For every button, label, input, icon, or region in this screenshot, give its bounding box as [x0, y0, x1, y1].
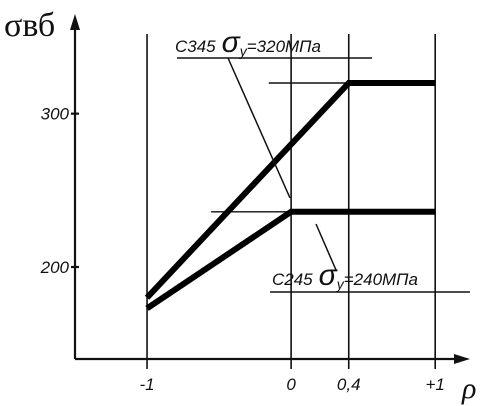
- series-annotation-c345-symbol: σ: [222, 26, 242, 59]
- x-tick-label-1: 0: [286, 375, 296, 394]
- x-tick-label-0: -1: [139, 375, 154, 394]
- series-annotation-c245-prefix: С245: [272, 270, 313, 289]
- series-annotation-c245-value: =240МПа: [344, 270, 418, 289]
- y-tick-label-1: 200: [40, 258, 70, 277]
- series-annotation-c345: С345 σy=320МПа: [175, 26, 372, 199]
- y-axis-arrow: [70, 14, 80, 30]
- series-layer: [144, 80, 436, 311]
- y-axis-title: σвб: [4, 7, 55, 44]
- series-annotation-c245-leader: [315, 223, 337, 271]
- x-axis-arrow: [454, 354, 470, 364]
- x-tick-label-2: 0,4: [337, 375, 361, 394]
- series-line-с245: [145, 208, 436, 311]
- x-axis-title: ρ: [461, 372, 476, 405]
- series-annotation-c245-symbol: σ: [319, 259, 339, 292]
- series-annotation-c345-value: =320МПа: [247, 37, 321, 56]
- x-tick-label-3: +1: [425, 375, 444, 394]
- grid-layer: [146, 34, 436, 369]
- y-tick-label-0: 300: [41, 105, 70, 124]
- series-annotation-c345-leader: [227, 57, 291, 199]
- tick-layer: -1 0 0,4 +1 300 200: [40, 105, 445, 394]
- series-annotation-c345-subscript: y: [239, 43, 248, 59]
- series-annotation-c345-prefix: С345: [175, 37, 216, 56]
- series-annotation-c245: С245 σy=240МПа: [270, 223, 470, 293]
- series-line-с345: [144, 80, 436, 300]
- series-annotation-c245-subscript: y: [336, 276, 345, 292]
